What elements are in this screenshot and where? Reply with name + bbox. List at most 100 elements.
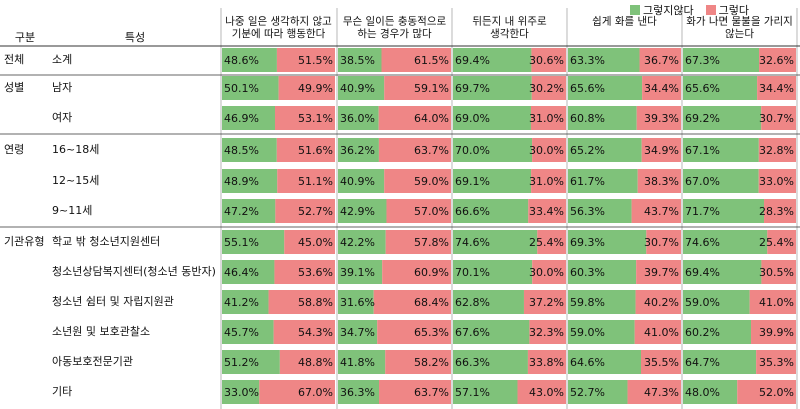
data-label-yes: 35.5% [644,356,679,369]
data-label-no: 60.3% [570,266,605,279]
bar-segment-yes [284,230,335,254]
legend: 그렇지않다 그렇다 [630,2,749,18]
data-label-no: 48.9% [224,175,259,188]
legend-label-no: 그렇지않다 [643,4,694,17]
bar-segment-yes [523,290,566,314]
data-label-yes: 57.8% [414,236,449,249]
bar-segment-no [338,48,382,72]
data-label-no: 40.9% [340,82,375,95]
bar-segment-no [222,350,280,374]
bar-segment-no [568,380,628,404]
bar-segment-no [453,76,532,100]
data-label-yes: 33.0% [759,175,794,188]
data-label-no: 66.6% [455,205,490,218]
data-label-no: 34.7% [340,326,375,339]
data-label-no: 65.6% [570,82,605,95]
data-label-yes: 31.0% [529,112,564,125]
bar-segment-no [222,260,275,284]
row-label: 16~18세 [52,143,99,156]
data-label-yes: 48.8% [298,356,333,369]
bar-segment-no [453,260,533,284]
data-label-no: 33.0% [224,386,259,399]
row-label: 소계 [52,53,72,66]
data-label-yes: 34.9% [644,144,679,157]
bar-segment-yes [764,199,796,223]
bar-segment-yes [646,230,681,254]
data-label-no: 67.3% [685,54,720,67]
bar-segment-no [453,199,529,223]
data-label-no: 51.2% [224,356,259,369]
data-label-yes: 30.0% [529,266,564,279]
bar-segment-yes [382,260,451,284]
data-label-yes: 31.0% [529,175,564,188]
bar-segment-yes [767,230,796,254]
data-label-no: 74.6% [685,236,720,249]
bar-segment-no [568,169,638,193]
data-label-no: 70.1% [455,266,490,279]
data-label-no: 46.4% [224,266,259,279]
bar-segment-yes [640,350,681,374]
header-attr: 특성 [125,31,145,44]
bar-segment-no [683,169,759,193]
row-label: 학교 밖 청소년지원센터 [52,235,160,248]
bar-segment-yes [758,169,796,193]
data-label-yes: 32.6% [759,54,794,67]
bar-segment-no [222,106,275,130]
bar-segment-yes [278,76,335,100]
bar-segment-yes [532,260,566,284]
row-label: 남자 [52,81,72,94]
data-label-no: 64.7% [685,356,720,369]
question-header: 나중 일은 생각하지 않고 기분에 따라 행동한다 [225,14,332,40]
data-label-no: 71.7% [685,205,720,218]
data-label-no: 48.5% [224,144,259,157]
bar-segment-yes [637,169,681,193]
data-label-yes: 59.0% [414,175,449,188]
data-label-yes: 65.3% [414,326,449,339]
data-label-yes: 39.3% [644,112,679,125]
data-label-no: 48.6% [224,54,259,67]
data-label-no: 36.0% [340,112,375,125]
data-label-no: 56.3% [570,205,605,218]
data-label-no: 62.8% [455,296,490,309]
data-label-no: 42.2% [340,236,375,249]
data-label-yes: 32.8% [759,144,794,157]
bar-segment-yes [379,380,451,404]
bar-segment-no [222,199,276,223]
question-header: 뒤든지 내 위주로 생각한다 [472,14,547,40]
data-label-no: 67.1% [685,144,720,157]
bar-segment-yes [531,48,566,72]
bar-segment-yes [631,199,681,223]
data-label-yes: 53.1% [298,112,333,125]
bar-segment-no [338,230,386,254]
data-label-no: 36.3% [340,386,375,399]
data-label-yes: 25.4% [759,236,794,249]
bar-segment-yes [274,260,335,284]
data-label-no: 38.5% [340,54,375,67]
bar-segment-no [338,290,374,314]
bar-segment-yes [537,230,566,254]
bar-segment-yes [757,76,796,100]
bar-segment-yes [528,199,566,223]
bar-segment-no [683,320,752,344]
bar-segment-no [568,320,635,344]
bar-segment-yes [378,106,451,130]
data-label-yes: 51.1% [298,175,333,188]
data-label-no: 48.0% [685,386,720,399]
data-label-no: 41.8% [340,356,375,369]
data-label-no: 66.3% [455,356,490,369]
bar-segment-yes [268,290,335,314]
bar-segment-yes [274,106,335,130]
data-label-no: 69.4% [685,266,720,279]
bar-segment-no [338,380,380,404]
row-label: 기타 [52,385,72,398]
data-label-no: 39.1% [340,266,375,279]
data-label-yes: 67.0% [298,386,333,399]
data-label-yes: 25.4% [529,236,564,249]
bar-segment-no [222,138,277,162]
data-label-no: 60.8% [570,112,605,125]
question-header: 무슨 일이든 충동적으로 하는 경우가 많다 [343,14,447,40]
bar-segment-yes [756,350,796,374]
data-label-no: 40.9% [340,175,375,188]
data-label-yes: 43.0% [529,386,564,399]
bar-segment-yes [385,230,451,254]
